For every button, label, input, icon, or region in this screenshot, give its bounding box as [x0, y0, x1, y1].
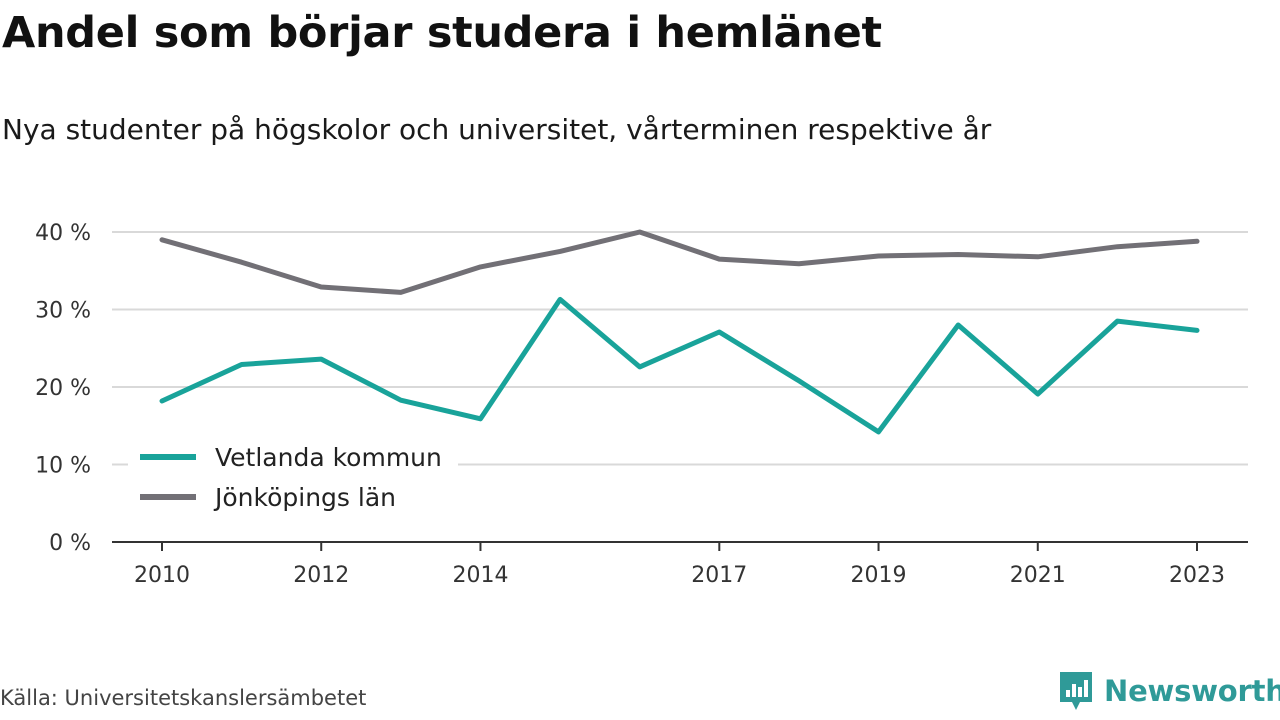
series-line-1	[159, 229, 1200, 295]
chart-subtitle: Nya studenter på högskolor och universit…	[2, 113, 992, 146]
y-tick-label: 10 %	[35, 454, 91, 479]
y-tick-label: 40 %	[35, 221, 91, 246]
legend-label: Jönköpings län	[213, 483, 396, 512]
x-tick-label: 2021	[1010, 563, 1066, 588]
x-tick-label: 2017	[691, 563, 747, 588]
x-tick-label: 2019	[851, 563, 907, 588]
legend-label: Vetlanda kommun	[215, 443, 442, 472]
line-chart: 0 % 10 % 20 % 30 % 40 % 2010 2012 2014 2017 2019…	[35, 221, 1248, 588]
newsworthy-brand[interactable]: Newsworthy	[1058, 670, 1280, 712]
x-tick-label: 2023	[1169, 563, 1225, 588]
legend-background	[128, 432, 458, 522]
series-lines	[159, 229, 1200, 435]
y-tick-label: 20 %	[35, 376, 91, 401]
x-tick-label: 2014	[452, 563, 508, 588]
newsworthy-logo-icon	[1060, 672, 1092, 710]
brand-name: Newsworthy	[1104, 674, 1280, 708]
x-tick-label: 2010	[134, 563, 190, 588]
y-tick-label: 0 %	[49, 531, 91, 556]
y-tick-label: 30 %	[35, 299, 91, 324]
source-note: Källa: Universitetskanslersämbetet	[0, 686, 367, 710]
x-axis: 2010 2012 2014 2017 2019 2021 2023	[112, 541, 1248, 588]
chart-title: Andel som börjar studera i hemlänet	[2, 8, 882, 58]
y-axis-ticks: 0 % 10 % 20 % 30 % 40 %	[35, 221, 91, 556]
x-tick-label: 2012	[293, 563, 349, 588]
legend: Vetlanda kommun Jönköpings län	[128, 432, 458, 522]
series-line-0	[159, 296, 1200, 435]
